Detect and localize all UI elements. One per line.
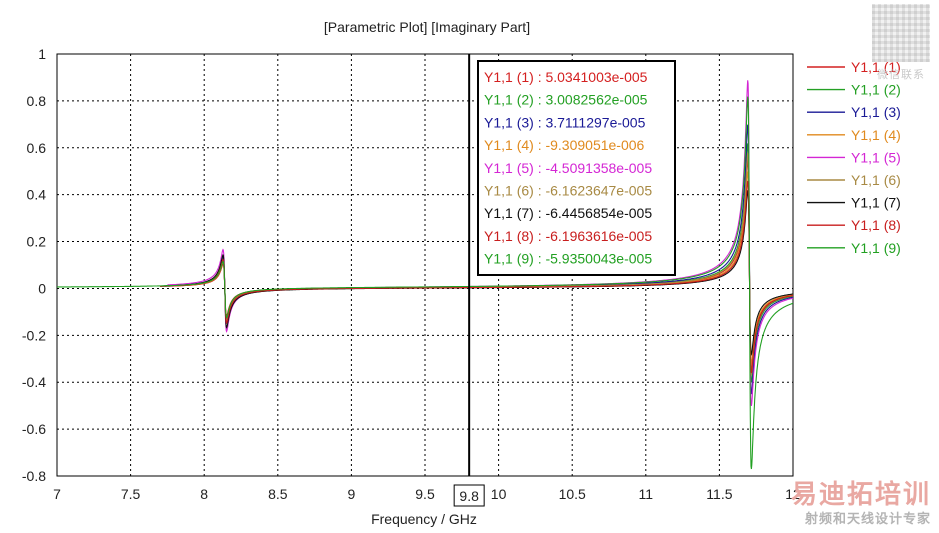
legend: Y1,1 (1) Y1,1 (2) Y1,1 (3) Y1,1 (4) Y1,1 (5)… [807, 59, 901, 256]
y-tick-label: 0.2 [27, 234, 47, 250]
watermark-brand: 易迪拓培训 [790, 480, 931, 510]
x-tick-label: 7 [53, 486, 61, 502]
qr-watermark: 微信联系 [868, 4, 934, 100]
watermark-contact-text: 微信联系 [877, 69, 925, 81]
series-line [160, 159, 793, 373]
chart-title: [Parametric Plot] [Imaginary Part] [324, 19, 530, 35]
grid [57, 54, 793, 476]
readout-entry: Y1,1 (8) : -6.1963616e-005 [484, 228, 652, 244]
x-tick-label: 11.5 [706, 486, 732, 502]
x-tick-label: 7.5 [121, 486, 141, 502]
y-tick-label: 0 [38, 280, 46, 296]
legend-label: Y1,1 (1) [851, 59, 901, 75]
readout-entry: Y1,1 (1) : 5.0341003e-005 [484, 69, 648, 85]
x-axis-label: Frequency / GHz [371, 511, 477, 527]
y-tick-label: -0.6 [22, 421, 46, 437]
x-tick-label: 12 [785, 486, 801, 502]
readout-entry: Y1,1 (4) : -9.309051e-006 [484, 137, 645, 153]
readout-entry: Y1,1 (3) : 3.7111297e-005 [484, 114, 646, 130]
y-tick-label: -0.2 [22, 327, 46, 343]
marker-label-text: 9.8 [459, 488, 479, 504]
readout-entry: Y1,1 (7) : -6.4456854e-005 [484, 205, 652, 221]
readout-entry: Y1,1 (2) : 3.0082562e-005 [484, 92, 648, 108]
y-tick-label: 0.8 [27, 93, 47, 109]
readout-entry: Y1,1 (5) : -4.5091358e-005 [484, 160, 652, 176]
x-tick-label: 8 [200, 486, 208, 502]
series-line [171, 180, 794, 374]
x-tick-label: 9.5 [415, 486, 435, 502]
legend-label: Y1,1 (3) [851, 104, 901, 120]
y-tick-label: 1 [38, 46, 46, 62]
series-lines [57, 80, 794, 470]
y-tick-label: -0.4 [22, 374, 46, 390]
brand-watermark: 易迪拓培训 射频和天线设计专家 [753, 470, 937, 530]
y-tick-label: 0.4 [27, 187, 47, 203]
readout-entry: Y1,1 (9) : -5.9350043e-005 [484, 251, 652, 267]
y-axis-ticks: 1 0.8 0.6 0.4 0.2 0 -0.2 -0.4 -0.6 -0.8 [22, 46, 46, 484]
x-tick-label: 10.5 [559, 486, 586, 502]
x-tick-label: 11 [639, 486, 654, 502]
legend-label: Y1,1 (9) [851, 240, 901, 256]
legend-label: Y1,1 (2) [851, 82, 901, 98]
marker-label-box[interactable] [453, 484, 485, 507]
watermark-slogan: 射频和天线设计专家 [804, 512, 931, 527]
plot-frame [56, 53, 794, 477]
x-tick-label: 10 [491, 486, 507, 502]
x-axis-ticks: 7 7.5 8 8.5 9 9.5 10 10.5 11 11.5 12 [53, 486, 801, 502]
readout-entry: Y1,1 (6) : -6.1623647e-005 [484, 183, 652, 199]
legend-label: Y1,1 (7) [851, 195, 901, 211]
marker-readout-box: Y1,1 (1) : 5.0341003e-005 Y1,1 (2) : 3.00… [477, 60, 676, 276]
legend-label: Y1,1 (4) [851, 127, 901, 143]
x-tick-label: 9 [348, 486, 356, 502]
x-tick-label: 8.5 [268, 486, 288, 502]
frequency-marker-label[interactable]: 9.8 [453, 484, 485, 507]
readout-frame [477, 60, 676, 276]
qr-code-image [872, 4, 930, 62]
legend-label: Y1,1 (6) [851, 172, 901, 188]
y-tick-label: -0.8 [22, 468, 46, 484]
series-line [57, 96, 794, 470]
legend-label: Y1,1 (8) [851, 217, 901, 233]
y-tick-label: 0.6 [27, 140, 47, 156]
legend-label: Y1,1 (5) [851, 149, 901, 165]
